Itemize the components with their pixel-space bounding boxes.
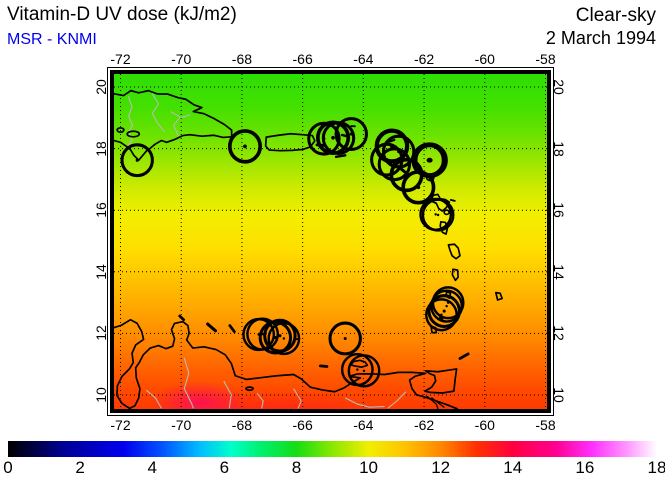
lat-axis-label-right: 20 xyxy=(551,79,567,95)
lon-axis-label-bottom: -66 xyxy=(292,417,313,433)
coast-marie-galante xyxy=(443,209,450,216)
graticule-grid xyxy=(114,74,547,409)
lon-axis-label-top: -62 xyxy=(413,51,435,67)
lat-axis-label-left: 16 xyxy=(93,202,109,218)
lon-axis-label-top: -66 xyxy=(292,51,313,67)
date-label: 2 March 1994 xyxy=(545,28,656,48)
colorbar-tick-label: 14 xyxy=(503,458,523,477)
coast-margarita xyxy=(349,359,369,368)
lat-axis-label-left: 10 xyxy=(93,387,109,403)
lon-axis-label-bottom: -72 xyxy=(110,417,131,433)
lake-valencia xyxy=(245,386,255,392)
coast-trinidad xyxy=(424,368,458,394)
coast-venezuela-mainland xyxy=(114,318,458,409)
map-frame-outer xyxy=(107,67,554,416)
colorbar-tick-label: 8 xyxy=(291,458,302,477)
coast-hispaniola xyxy=(114,89,233,162)
lon-axis-label-top: -68 xyxy=(231,51,253,67)
colorbar-tick-label: 10 xyxy=(359,458,379,477)
colorbar-tick-label: 18 xyxy=(647,458,665,477)
lon-axis-label-bottom: -70 xyxy=(171,417,192,433)
lat-axis-label-left: 14 xyxy=(93,264,109,280)
small-islands xyxy=(120,117,470,388)
condition-date-block: Clear-sky 2 March 1994 xyxy=(546,4,656,50)
lat-axis-label-right: 16 xyxy=(551,202,567,218)
orinoco-delta-channels xyxy=(426,395,445,409)
lat-axis-label-right: 18 xyxy=(551,140,567,157)
lon-axis-label-top: -60 xyxy=(474,51,495,67)
lat-axis-label-right: 10 xyxy=(551,387,567,403)
colorbar xyxy=(8,441,657,457)
lat-axis-label-right: 12 xyxy=(551,325,567,342)
lake-enriquillo xyxy=(126,130,141,138)
lon-axis-label-bottom: -68 xyxy=(231,417,253,433)
map-frame xyxy=(110,70,551,413)
uv-dose-hotspot xyxy=(114,74,547,409)
map-canvas xyxy=(114,74,547,409)
coast-st-lucia xyxy=(451,268,459,282)
lat-axis-label-left: 12 xyxy=(93,325,109,342)
colorbar-tick-label: 2 xyxy=(75,458,85,477)
lat-axis-label-right: 14 xyxy=(551,264,567,280)
lake-saumatre xyxy=(116,127,125,134)
lon-axis-label-top: -70 xyxy=(171,51,192,67)
page-title: Vitamin-D UV dose (kJ/m2) xyxy=(7,4,237,25)
data-source-label: MSR - KNMI xyxy=(7,31,97,48)
lat-axis-label-left: 18 xyxy=(93,140,109,157)
lon-axis-label-top: -64 xyxy=(353,51,374,67)
lat-axis-label-left: 20 xyxy=(93,79,109,95)
coast-barbados xyxy=(494,291,504,301)
lon-axis-label-bottom: -60 xyxy=(474,417,495,433)
coast-guadeloupe xyxy=(429,193,451,212)
colorbar-tick-label: 16 xyxy=(575,458,595,477)
coast-martinique xyxy=(447,243,461,260)
colorbar-tick-label: 4 xyxy=(147,458,157,477)
lon-axis-label-bottom: -62 xyxy=(413,417,435,433)
colorbar-tick-label: 6 xyxy=(219,458,230,477)
lon-axis-label-top: -72 xyxy=(110,51,131,67)
lon-axis-label-bottom: -58 xyxy=(535,417,556,433)
lon-axis-label-bottom: -64 xyxy=(353,417,374,433)
sky-condition-label: Clear-sky xyxy=(575,5,656,26)
coast-dominica xyxy=(439,220,449,235)
colorbar-tick-label: 12 xyxy=(431,458,451,477)
coastlines-svg xyxy=(114,89,504,409)
lon-axis-label-top: -58 xyxy=(535,51,556,67)
borders-rivers xyxy=(127,93,407,409)
colorbar-tick-label: 0 xyxy=(3,458,13,477)
